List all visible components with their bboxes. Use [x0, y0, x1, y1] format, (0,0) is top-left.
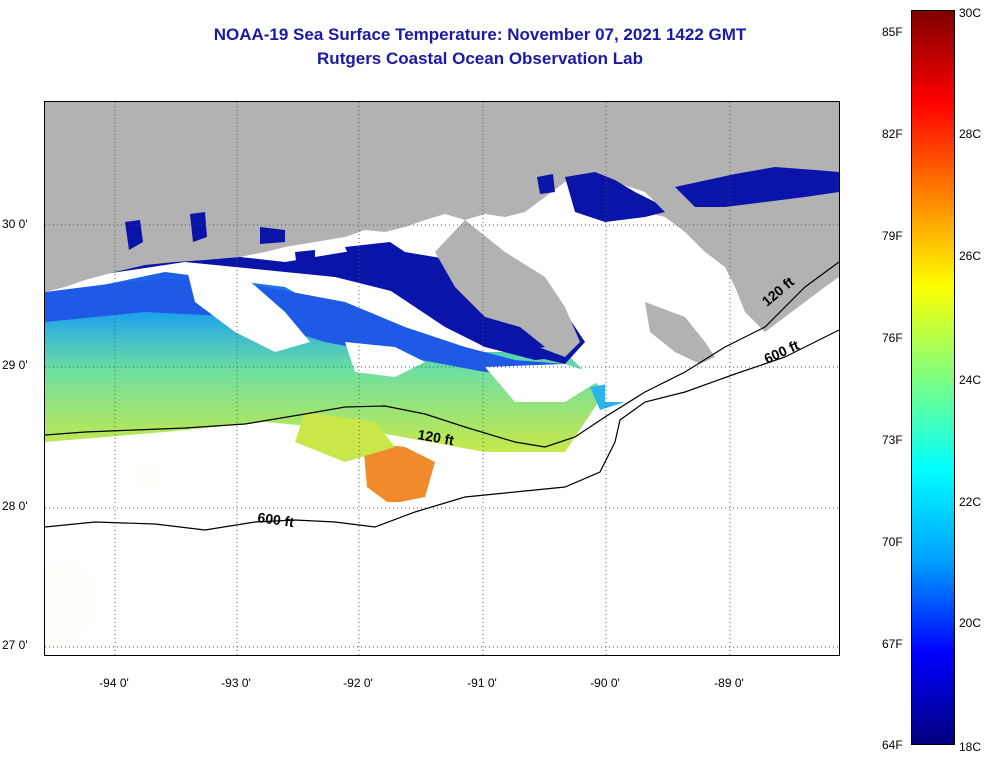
bay-2 [190, 212, 207, 242]
cb-c-18: 18C [959, 740, 982, 754]
lat-label-27: 27 0' [2, 638, 28, 652]
sst-shelf-band [45, 272, 605, 452]
cb-f-67: 67F [882, 637, 903, 651]
land-mass [45, 102, 839, 292]
cb-c-26: 26C [959, 249, 982, 263]
label-120ft: 120 ft [416, 426, 455, 448]
lon-label-94: -94 0' [99, 676, 129, 690]
cb-f-70: 70F [882, 535, 903, 549]
lat-label-30: 30 0' [2, 217, 28, 231]
cloud-mask-2 [345, 342, 425, 377]
cb-c-20: 20C [959, 616, 982, 630]
cloud-mask-1 [185, 262, 310, 352]
sst-nearshore-cool-2 [45, 277, 565, 374]
sst-warm-patch-mid [295, 412, 395, 462]
cloud-mask-4 [45, 322, 839, 655]
cb-c-24: 24C [959, 373, 982, 387]
bay-vermilion [345, 242, 565, 360]
land-plaquemines [645, 302, 715, 364]
lake-pontchartrain [675, 167, 839, 207]
cb-c-28: 28C [959, 127, 982, 141]
contour-600ft [45, 329, 839, 531]
lon-label-89: -89 0' [714, 676, 744, 690]
contour-120ft [45, 261, 839, 448]
bay-4 [295, 250, 315, 270]
cb-f-85: 85F [882, 25, 903, 39]
land-delta [605, 172, 839, 332]
cb-c-22: 22C [959, 495, 982, 509]
lon-label-91: -91 0' [467, 676, 497, 690]
label-600ft: 600 ft [257, 509, 296, 530]
cb-f-73: 73F [882, 433, 903, 447]
land-south-la [435, 220, 580, 357]
grid [45, 102, 839, 655]
bay-3 [260, 227, 285, 244]
sst-hot-patch [363, 442, 435, 504]
cb-f-76: 76F [882, 331, 903, 345]
title-line-2: Rutgers Coastal Ocean Observation Lab [317, 49, 643, 68]
sst-nearshore-cool [45, 252, 585, 364]
lake-small [537, 174, 555, 194]
cb-f-79: 79F [882, 229, 903, 243]
lon-label-90: -90 0' [590, 676, 620, 690]
sst-map: 120 ft 600 ft 120 ft 600 ft [44, 101, 840, 656]
temperature-colorbar [911, 10, 955, 745]
bay-terrebonne [485, 317, 545, 352]
lat-label-29: 29 0' [2, 358, 28, 372]
cb-c-30: 30C [959, 6, 982, 20]
cloud-mask-3 [485, 364, 605, 402]
cb-f-64: 64F [882, 738, 903, 752]
lon-label-92: -92 0' [343, 676, 373, 690]
lat-label-28: 28 0' [2, 499, 28, 513]
title-line-1: NOAA-19 Sea Surface Temperature: Novembe… [213, 25, 747, 44]
map-canvas: 120 ft 600 ft 120 ft 600 ft [45, 102, 839, 655]
bay-atchafalaya [565, 172, 665, 222]
bay-west [125, 220, 143, 250]
cb-f-82: 82F [882, 127, 903, 141]
lon-label-93: -93 0' [221, 676, 251, 690]
